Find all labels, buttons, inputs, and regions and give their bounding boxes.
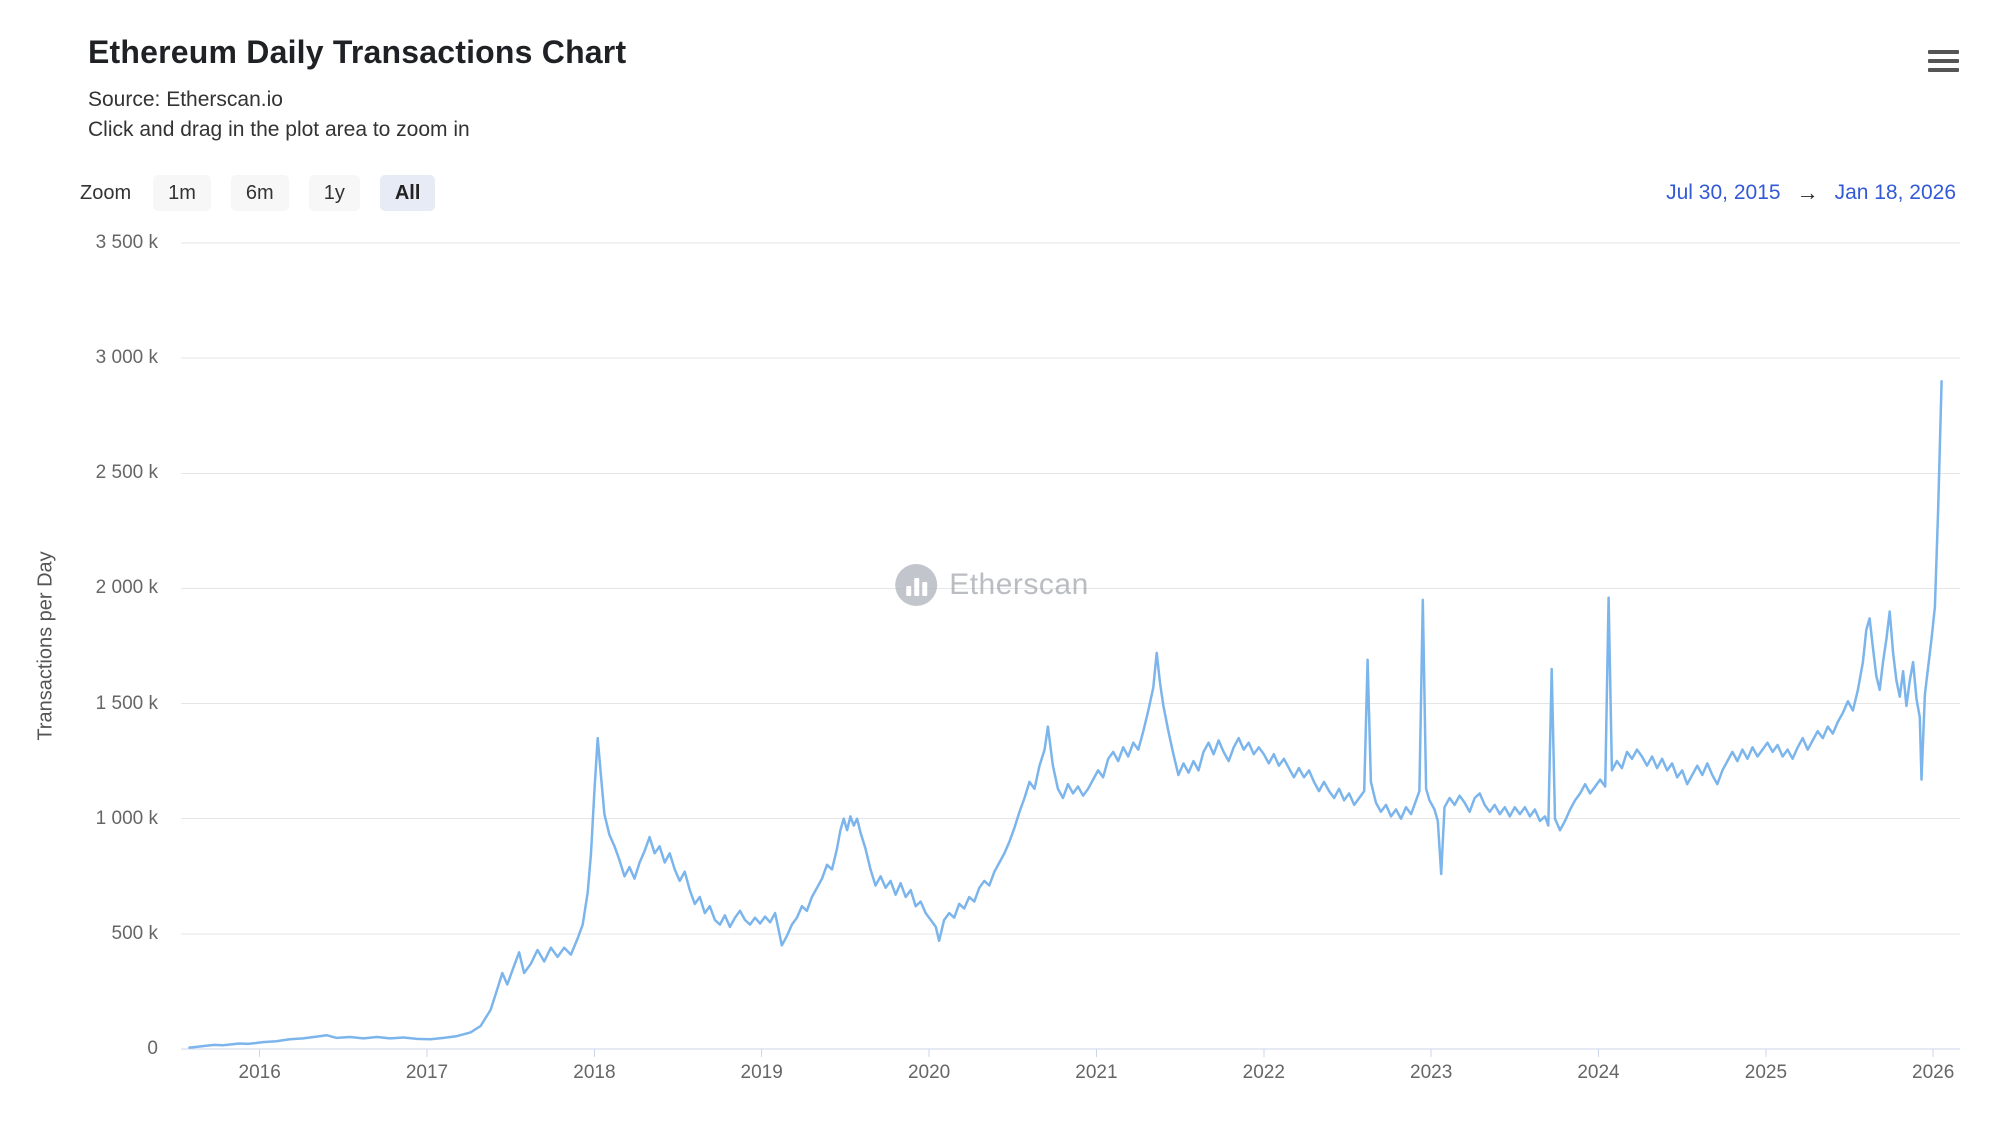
chart-source: Source: Etherscan.io: [88, 88, 283, 111]
y-axis-tick-label: 500 k: [111, 922, 158, 944]
x-axis-tick-label: 2018: [573, 1062, 616, 1083]
zoom-button-group: 1m 6m 1y All: [153, 175, 436, 211]
zoom-button-6m[interactable]: 6m: [230, 175, 289, 211]
x-axis-tick-label: 2019: [740, 1062, 783, 1083]
y-axis-tick-label: 1 000 k: [95, 807, 158, 829]
hamburger-menu-icon: [1927, 50, 1959, 54]
y-axis-tick-label: 3 500 k: [95, 232, 158, 253]
x-axis-tick-label: 2021: [1075, 1062, 1118, 1083]
x-axis-tick-label: 2017: [405, 1062, 449, 1083]
plot-area[interactable]: [181, 243, 1960, 1049]
transactions-line-series: [188, 379, 1943, 1049]
y-axis-tick-label: 2 500 k: [95, 462, 158, 484]
y-axis-tick-label: 2 000 k: [95, 577, 158, 599]
x-axis-tick-label: 2025: [1744, 1062, 1788, 1083]
y-axis-tick-label: 0: [147, 1038, 158, 1059]
range-end-date[interactable]: Jan 18, 2026: [1834, 181, 1956, 204]
range-selector-toolbar: Zoom 1m 6m 1y All Jul 30, 2015 → Jan 18, 20…: [80, 172, 1956, 214]
zoom-button-all[interactable]: All: [379, 175, 436, 211]
x-axis-tick-label: 2026: [1912, 1062, 1955, 1083]
y-axis-labels: 0 500 k 1 000 k 1 500 k 2 000 k 2 500 k 3 000 …: [0, 0, 158, 1138]
zoom-button-1y[interactable]: 1y: [308, 175, 360, 211]
zoom-button-1m[interactable]: 1m: [153, 175, 211, 211]
hamburger-menu-icon: [1927, 59, 1959, 63]
x-axis-labels: 2016 2017 2018 2019 2020 2021 2022 2023 2024 2025…: [0, 1062, 2016, 1092]
x-axis-tick-label: 2023: [1410, 1062, 1453, 1083]
x-axis-tick-label: 2016: [238, 1062, 281, 1083]
hamburger-menu-icon: [1927, 68, 1959, 72]
x-axis-tick-label: 2024: [1577, 1062, 1620, 1083]
x-axis-tick-label: 2020: [907, 1062, 951, 1083]
date-range: Jul 30, 2015 → Jan 18, 2026: [1666, 180, 1956, 206]
chart-hint: Click and drag in the plot area to zoom …: [88, 118, 470, 141]
zoom-label: Zoom: [80, 181, 132, 204]
x-axis-tick-label: 2022: [1242, 1062, 1285, 1083]
page-title: Ethereum Daily Transactions Chart: [88, 34, 627, 70]
y-axis-tick-label: 1 500 k: [95, 692, 158, 714]
range-arrow-icon: →: [1796, 180, 1819, 205]
y-axis-tick-label: 3 000 k: [95, 347, 158, 369]
range-start-date[interactable]: Jul 30, 2015: [1666, 181, 1781, 204]
chart-context-menu-button[interactable]: [1926, 46, 1960, 76]
